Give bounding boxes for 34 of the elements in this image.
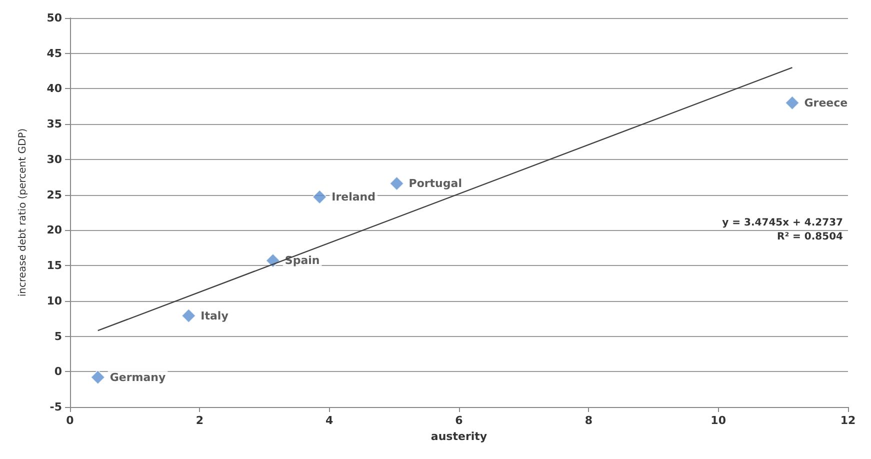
y-tick-label: 45 <box>46 46 62 60</box>
annotation: Greece <box>804 96 848 110</box>
annotation: Spain <box>284 254 320 268</box>
x-tick-label: 6 <box>455 414 464 427</box>
point <box>312 189 328 204</box>
annotation: R² = 0.8504 <box>776 232 844 242</box>
y-tick-label: 5 <box>54 330 62 343</box>
x-tick-label: 12 <box>840 414 856 427</box>
y-tick-label: 25 <box>46 188 62 202</box>
y-tick-label: 10 <box>46 294 62 308</box>
annotation: Germany <box>110 370 166 384</box>
y-tick-label: 30 <box>46 152 62 166</box>
y-tick-label: 40 <box>46 82 62 96</box>
y-tick-label: 35 <box>46 118 62 131</box>
annotation: Portugal <box>408 177 462 190</box>
y-axis-title: increase debt ratio (percent GDP) <box>18 128 28 297</box>
point <box>784 95 800 110</box>
x-tick-label: 10 <box>710 414 726 427</box>
y-tick-label: 20 <box>46 224 62 237</box>
annotation: Ireland <box>332 190 376 204</box>
annotation: y = 3.4745x + 4.2737 <box>722 218 844 228</box>
x-axis-title: austerity <box>430 430 488 443</box>
y-tick-label: -5 <box>50 400 62 414</box>
y-tick-label: 50 <box>46 12 62 24</box>
point <box>181 308 196 324</box>
x-tick-label: 4 <box>326 414 334 427</box>
point <box>389 176 404 191</box>
x-tick-label: 0 <box>66 414 74 427</box>
y-tick-label: 15 <box>46 259 62 272</box>
x-tick-label: 8 <box>584 414 592 427</box>
annotation: Italy <box>200 309 228 322</box>
point <box>90 370 106 385</box>
y-tick-label: 0 <box>54 365 62 378</box>
x-tick-label: 2 <box>196 414 204 427</box>
